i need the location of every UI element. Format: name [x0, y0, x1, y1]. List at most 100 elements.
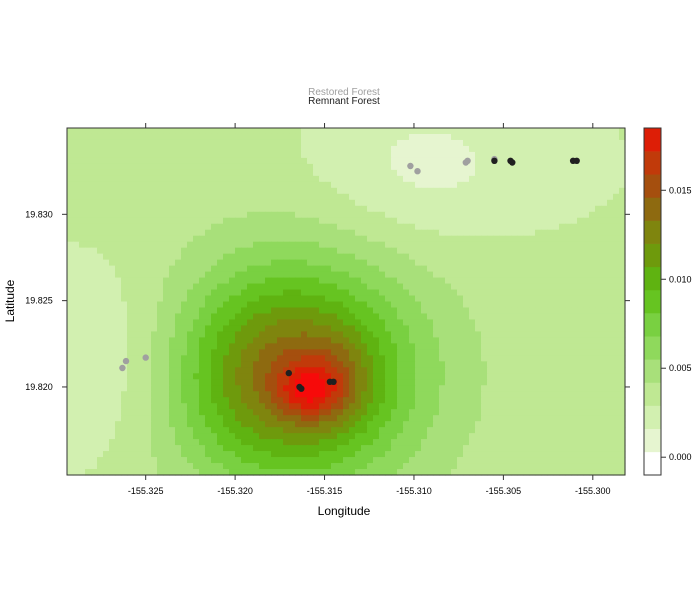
- heatmap-cell: [151, 199, 158, 207]
- heatmap-cell: [601, 361, 608, 368]
- heatmap-cell: [571, 145, 578, 153]
- heatmap-cell: [103, 265, 110, 273]
- heatmap-cell: [259, 217, 266, 225]
- heatmap-cell: [289, 277, 296, 285]
- heatmap-cell: [577, 409, 584, 416]
- heatmap-cell: [157, 289, 164, 297]
- heatmap-cell: [139, 229, 146, 237]
- heatmap-cell: [73, 163, 80, 171]
- heatmap-cell: [463, 217, 470, 225]
- heatmap-cell: [223, 199, 230, 207]
- heatmap-cell: [385, 355, 392, 362]
- heatmap-cell: [103, 403, 110, 410]
- heatmap-cell: [295, 313, 302, 321]
- heatmap-cell: [193, 265, 200, 273]
- heatmap-cell: [571, 325, 578, 333]
- heatmap-cell: [85, 223, 92, 231]
- heatmap-cell: [307, 211, 314, 219]
- heatmap-cell: [481, 199, 488, 207]
- heatmap-cell: [283, 403, 290, 410]
- heatmap-cell: [259, 445, 266, 452]
- heatmap-cell: [445, 403, 452, 410]
- heatmap-cell: [457, 151, 464, 159]
- heatmap-cell: [397, 223, 404, 231]
- heatmap-cell: [397, 187, 404, 195]
- heatmap-cell: [553, 217, 560, 225]
- heatmap-cell: [577, 271, 584, 279]
- heatmap-cell: [619, 151, 626, 159]
- heatmap-cell: [505, 241, 512, 249]
- heatmap-cell: [169, 319, 176, 327]
- heatmap-cell: [115, 391, 122, 398]
- heatmap-cell: [433, 319, 440, 327]
- heatmap-cell: [613, 169, 620, 177]
- heatmap-cell: [163, 271, 170, 279]
- heatmap-cell: [91, 157, 98, 165]
- heatmap-cell: [571, 235, 578, 243]
- heatmap-cell: [583, 175, 590, 183]
- heatmap-cell: [109, 229, 116, 237]
- heatmap-cell: [109, 277, 116, 285]
- heatmap-cell: [325, 313, 332, 321]
- heatmap-cell: [235, 439, 242, 446]
- heatmap-cell: [199, 187, 206, 195]
- heatmap-cell: [415, 151, 422, 159]
- heatmap-cell: [187, 433, 194, 440]
- heatmap-cell: [343, 271, 350, 279]
- heatmap-cell: [559, 277, 566, 285]
- heatmap-cell: [127, 301, 134, 309]
- heatmap-cell: [451, 235, 458, 243]
- heatmap-cell: [511, 265, 518, 273]
- heatmap-cell: [445, 409, 452, 416]
- heatmap-cell: [409, 235, 416, 243]
- heatmap-cell: [373, 157, 380, 165]
- heatmap-cell: [133, 181, 140, 189]
- heatmap-cell: [91, 355, 98, 362]
- heatmap-cell: [73, 187, 80, 195]
- heatmap-cell: [133, 283, 140, 291]
- heatmap-cell: [337, 361, 344, 368]
- heatmap-cell: [163, 145, 170, 153]
- heatmap-cell: [601, 427, 608, 434]
- heatmap-cell: [619, 145, 626, 153]
- heatmap-cell: [361, 361, 368, 368]
- heatmap-cell: [451, 433, 458, 440]
- heatmap-cell: [517, 181, 524, 189]
- heatmap-cell: [313, 259, 320, 267]
- heatmap-cell: [517, 205, 524, 213]
- heatmap-cell: [535, 343, 542, 350]
- heatmap-cell: [565, 223, 572, 231]
- heatmap-cell: [547, 151, 554, 159]
- heatmap-cell: [481, 391, 488, 398]
- heatmap-cell: [139, 193, 146, 201]
- heatmap-cell: [241, 307, 248, 315]
- heatmap-cell: [301, 355, 308, 362]
- heatmap-cell: [619, 163, 626, 171]
- heatmap-cell: [295, 193, 302, 201]
- heatmap-cell: [289, 223, 296, 231]
- heatmap-cell: [307, 229, 314, 237]
- heatmap-cell: [469, 307, 476, 315]
- heatmap-cell: [85, 343, 92, 350]
- heatmap-cell: [601, 211, 608, 219]
- heatmap-cell: [535, 427, 542, 434]
- heatmap-cell: [433, 421, 440, 428]
- heatmap-cell: [571, 187, 578, 195]
- heatmap-cell: [175, 199, 182, 207]
- heatmap-cell: [127, 361, 134, 368]
- heatmap-cell: [319, 128, 326, 135]
- heatmap-cell: [139, 139, 146, 147]
- heatmap-cell: [379, 331, 386, 338]
- heatmap-cell: [325, 181, 332, 189]
- heatmap-cell: [535, 325, 542, 333]
- heatmap-cell: [433, 145, 440, 153]
- heatmap-cell: [409, 139, 416, 147]
- heatmap-cell: [265, 421, 272, 428]
- heatmap-cell: [469, 157, 476, 165]
- heatmap-cell: [157, 247, 164, 255]
- heatmap-cell: [73, 229, 80, 237]
- heatmap-cell: [283, 181, 290, 189]
- heatmap-cell: [409, 193, 416, 201]
- heatmap-cell: [103, 169, 110, 177]
- heatmap-cell: [583, 283, 590, 291]
